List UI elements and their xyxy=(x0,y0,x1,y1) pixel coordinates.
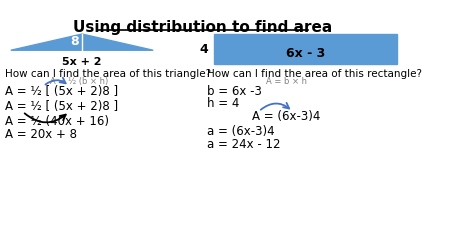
Text: h = 4: h = 4 xyxy=(207,97,240,110)
Text: a = (6x-3)4: a = (6x-3)4 xyxy=(207,125,275,138)
Polygon shape xyxy=(215,35,396,65)
Text: 8: 8 xyxy=(70,35,78,48)
Text: Using distribution to find area: Using distribution to find area xyxy=(73,20,333,35)
Text: How can I find the area of this triangle?: How can I find the area of this triangle… xyxy=(4,69,211,79)
Text: A = b × h: A = b × h xyxy=(266,77,307,86)
Text: A = ½ (b × h): A = ½ (b × h) xyxy=(50,77,108,86)
Text: 4: 4 xyxy=(199,43,208,56)
Text: A = ½ (40x + 16): A = ½ (40x + 16) xyxy=(4,115,108,128)
Text: 5x + 2: 5x + 2 xyxy=(62,56,102,66)
Text: 6x - 3: 6x - 3 xyxy=(286,47,325,60)
Text: How can I find the area of this rectangle?: How can I find the area of this rectangl… xyxy=(207,69,422,79)
Text: A = ½ [ (5x + 2)8 ]: A = ½ [ (5x + 2)8 ] xyxy=(4,100,117,112)
Polygon shape xyxy=(11,35,153,51)
Text: a = 24x - 12: a = 24x - 12 xyxy=(207,137,281,150)
Text: b = 6x -3: b = 6x -3 xyxy=(207,84,262,97)
Text: A = ½ [ (5x + 2)8 ]: A = ½ [ (5x + 2)8 ] xyxy=(4,84,117,97)
Text: A = (6x-3)4: A = (6x-3)4 xyxy=(252,109,321,122)
Text: A = 20x + 8: A = 20x + 8 xyxy=(4,127,76,140)
